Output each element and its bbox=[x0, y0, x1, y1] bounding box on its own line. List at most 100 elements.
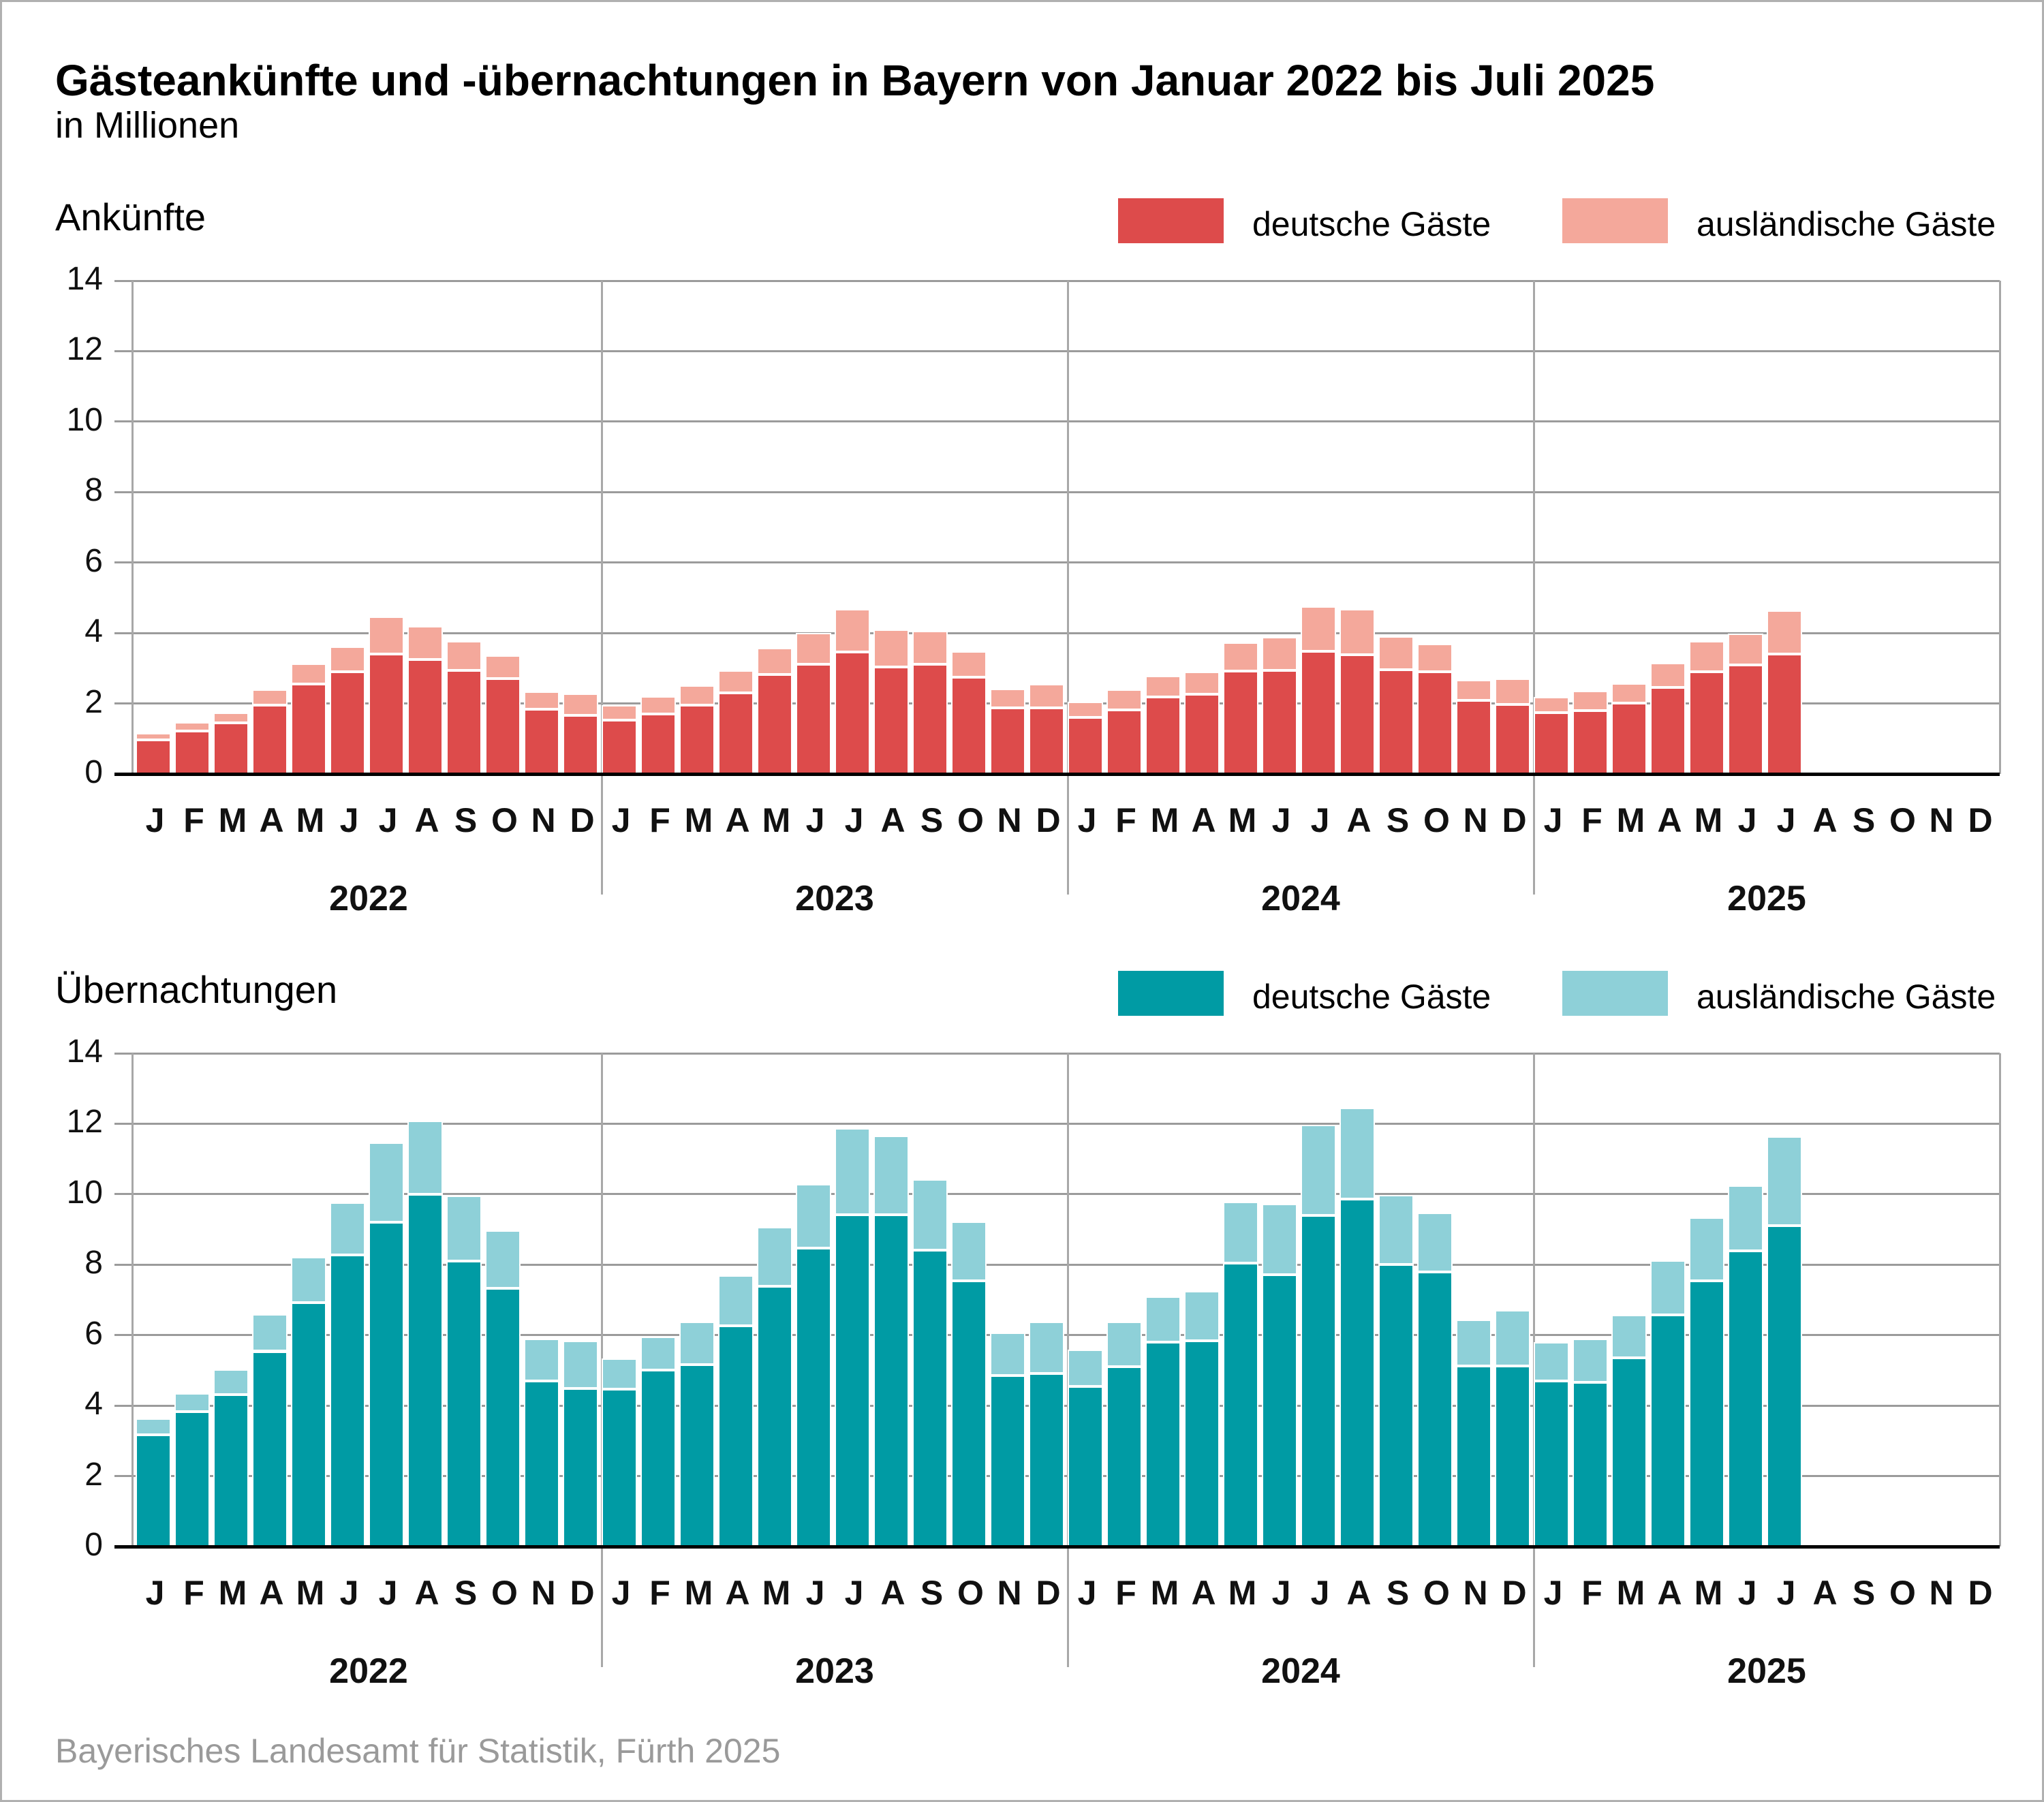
month-label: J bbox=[1271, 801, 1291, 839]
month-label: F bbox=[1115, 1574, 1136, 1612]
source-note: Bayerisches Landesamt für Statistik, Für… bbox=[55, 1732, 781, 1770]
month-label: J bbox=[378, 1574, 398, 1612]
month-label: O bbox=[1889, 801, 1916, 839]
bar-segment-german bbox=[1728, 1251, 1763, 1547]
bar-segment-foreign bbox=[1650, 663, 1686, 688]
month-label: M bbox=[762, 801, 791, 839]
bar-segment-german bbox=[951, 1281, 987, 1547]
bar-segment-german bbox=[1301, 1215, 1336, 1547]
month-label: A bbox=[1346, 1574, 1372, 1612]
bar-segment-foreign bbox=[1184, 671, 1220, 695]
bar-segment-foreign bbox=[563, 694, 598, 715]
bar-segment-foreign bbox=[1573, 691, 1608, 711]
y-tick-label: 4 bbox=[84, 613, 103, 650]
bar-segment-foreign bbox=[1301, 606, 1336, 652]
month-label: O bbox=[491, 1574, 518, 1612]
bar-segment-foreign bbox=[912, 1179, 948, 1251]
month-label: J bbox=[1310, 801, 1330, 839]
bar-segment-foreign bbox=[1106, 689, 1142, 711]
gridline bbox=[114, 491, 2000, 493]
bar-segment-german bbox=[330, 672, 365, 774]
month-label: A bbox=[1812, 1574, 1838, 1612]
bar-segment-foreign bbox=[1728, 633, 1763, 666]
month-label: F bbox=[649, 1574, 670, 1612]
bar-segment-foreign bbox=[485, 655, 521, 679]
bar-segment-german bbox=[796, 1248, 831, 1547]
month-label: F bbox=[1115, 801, 1136, 839]
page-title: Gästeankünfte und -übernachtungen in Bay… bbox=[55, 56, 1655, 105]
month-label: F bbox=[649, 801, 670, 839]
bar-segment-german bbox=[485, 1288, 521, 1547]
year-label: 2024 bbox=[1261, 1651, 1340, 1691]
bar-segment-german bbox=[1184, 1340, 1220, 1547]
bar-segment-german bbox=[1106, 710, 1142, 774]
month-label: A bbox=[880, 801, 905, 839]
bar-segment-german bbox=[1340, 1199, 1375, 1547]
month-label: N bbox=[1463, 801, 1488, 839]
month-label: M bbox=[1228, 1574, 1257, 1612]
month-label: M bbox=[1616, 801, 1645, 839]
bar-segment-german bbox=[873, 666, 909, 774]
month-label: A bbox=[725, 801, 750, 839]
bar-segment-german bbox=[1068, 1386, 1103, 1547]
plot-border-line bbox=[1998, 1053, 2001, 1547]
month-label: J bbox=[844, 1574, 864, 1612]
bar-segment-german bbox=[1145, 1342, 1181, 1547]
bar-segment-foreign bbox=[1767, 610, 1802, 655]
bar-segment-foreign bbox=[1223, 1202, 1258, 1264]
gridline bbox=[114, 1052, 2000, 1055]
month-label: F bbox=[183, 1574, 204, 1612]
month-label: A bbox=[880, 1574, 905, 1612]
month-label: O bbox=[957, 801, 984, 839]
bar-segment-foreign bbox=[912, 631, 948, 665]
bar-segment-german bbox=[330, 1254, 365, 1547]
bar-segment-foreign bbox=[1534, 1341, 1569, 1381]
month-label: J bbox=[1077, 801, 1097, 839]
bar-segment-german bbox=[524, 709, 559, 774]
bar-segment-foreign bbox=[407, 626, 443, 659]
month-label: J bbox=[145, 801, 165, 839]
bar-segment-foreign bbox=[524, 1339, 559, 1381]
month-label: O bbox=[957, 1574, 984, 1612]
legend-label-arrivals-german: deutsche Gäste bbox=[1252, 205, 1491, 243]
bar-segment-foreign bbox=[835, 608, 870, 653]
bar-segment-german bbox=[718, 1325, 754, 1547]
month-label: J bbox=[1077, 1574, 1097, 1612]
bar-segment-german bbox=[1262, 670, 1297, 774]
bar-segment-german bbox=[835, 1215, 870, 1547]
legend-label-overnights-foreign: ausländische Gäste bbox=[1697, 978, 1996, 1016]
month-label: M bbox=[218, 801, 247, 839]
bar-segment-german bbox=[1767, 654, 1802, 774]
bar-segment-german bbox=[485, 679, 521, 774]
bar-segment-foreign bbox=[369, 1143, 404, 1222]
bar-segment-foreign bbox=[252, 689, 288, 706]
bar-segment-foreign bbox=[1106, 1321, 1142, 1367]
bar-segment-foreign bbox=[330, 1202, 365, 1255]
bar-segment-foreign bbox=[640, 696, 676, 715]
bar-segment-foreign bbox=[679, 685, 715, 705]
bar-segment-german bbox=[407, 1194, 443, 1547]
month-label: S bbox=[1386, 1574, 1410, 1612]
y-tick-label: 0 bbox=[84, 754, 103, 790]
y-tick-label: 0 bbox=[84, 1527, 103, 1563]
year-label: 2022 bbox=[329, 1651, 408, 1691]
bar-segment-german bbox=[524, 1380, 559, 1547]
y-tick-label: 12 bbox=[66, 331, 103, 368]
bar-segment-foreign bbox=[873, 1136, 909, 1215]
month-label: S bbox=[454, 801, 478, 839]
bar-segment-foreign bbox=[873, 629, 909, 667]
bar-segment-german bbox=[446, 1260, 482, 1547]
bar-segment-foreign bbox=[369, 617, 404, 654]
bar-segment-german bbox=[912, 664, 948, 774]
bar-segment-foreign bbox=[446, 641, 482, 670]
chart-title-overnights: Übernachtungen bbox=[55, 968, 338, 1011]
bar-segment-foreign bbox=[990, 689, 1025, 709]
legend-swatch-overnights-foreign bbox=[1562, 971, 1668, 1016]
month-label: J bbox=[1737, 1574, 1757, 1612]
bar-segment-german bbox=[1068, 717, 1103, 774]
bar-segment-german bbox=[679, 1364, 715, 1547]
bar-segment-foreign bbox=[330, 647, 365, 672]
bar-segment-foreign bbox=[136, 733, 171, 740]
bar-segment-foreign bbox=[1029, 1321, 1064, 1374]
